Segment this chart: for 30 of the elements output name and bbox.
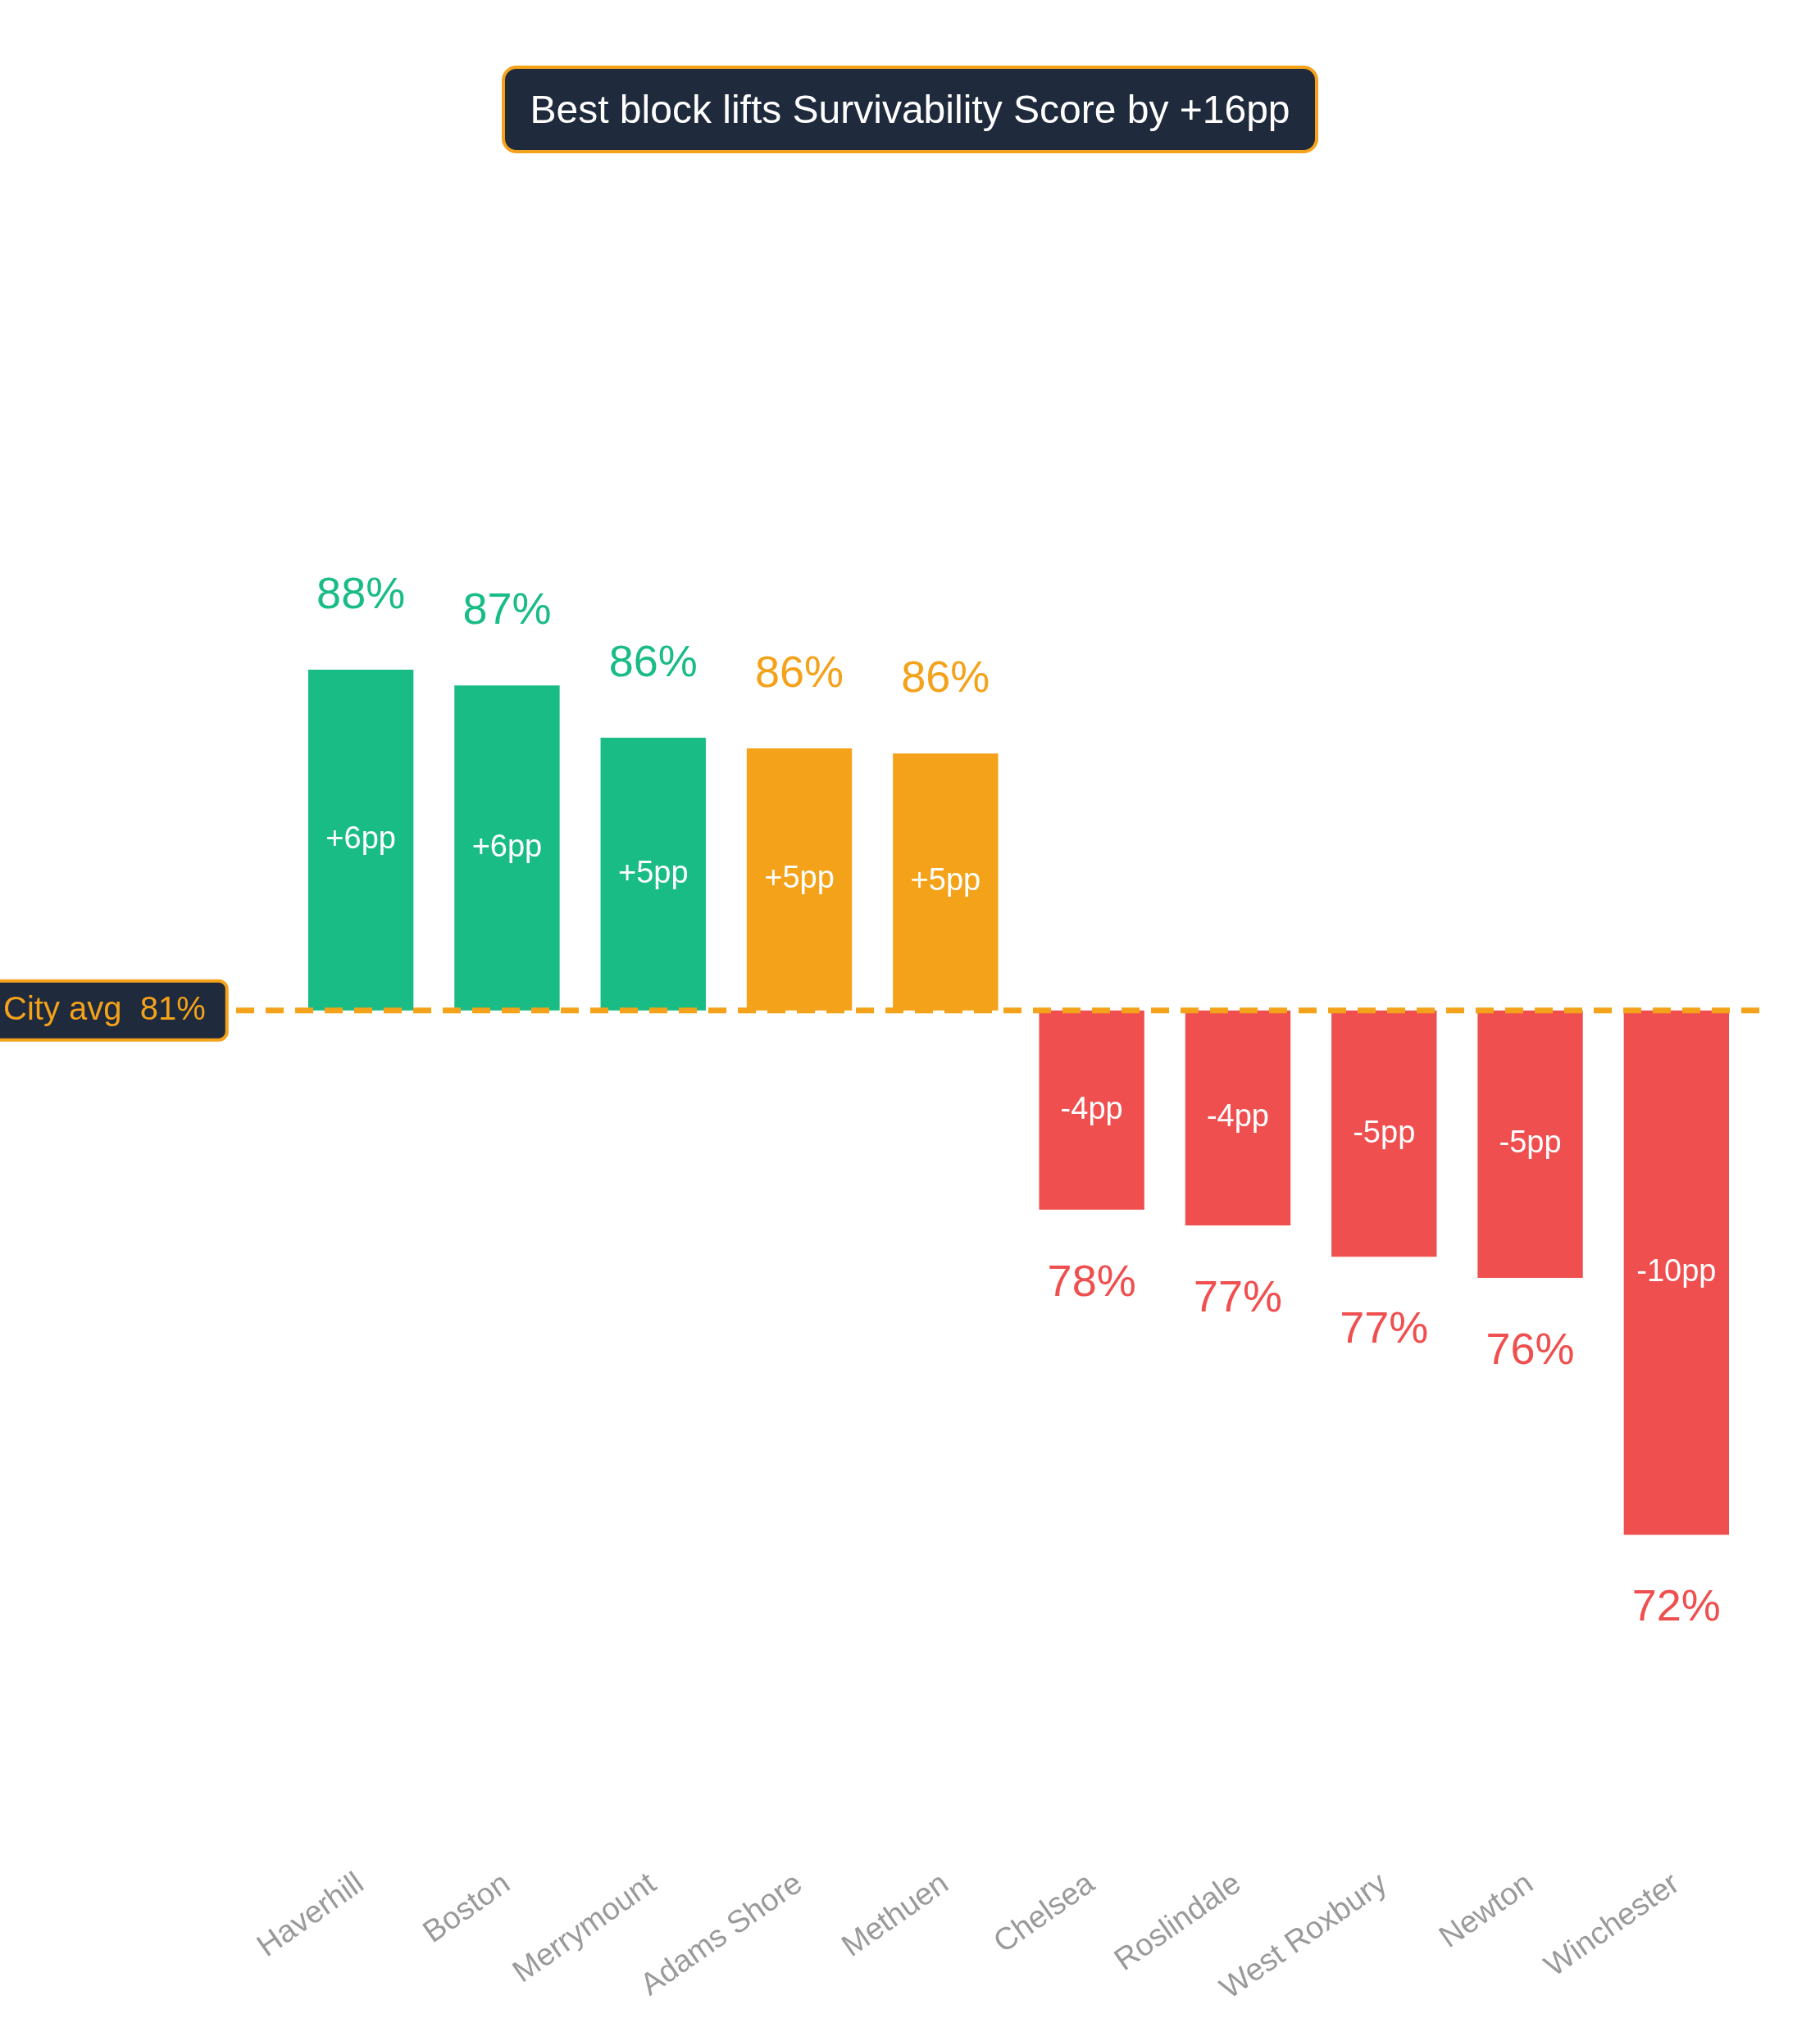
bar bbox=[1185, 1010, 1291, 1225]
annotation: 87% bbox=[462, 584, 552, 634]
bar bbox=[1039, 1010, 1144, 1210]
data-label: +5pp bbox=[910, 862, 981, 898]
data-label: -10pp bbox=[1636, 1253, 1717, 1289]
data-label: -5pp bbox=[1499, 1125, 1562, 1160]
data-label: +5pp bbox=[764, 860, 835, 895]
data-label: +6pp bbox=[471, 828, 543, 863]
bar bbox=[307, 669, 414, 1011]
bar bbox=[1331, 1010, 1437, 1257]
ref-line-label: City avg 81% bbox=[3, 989, 206, 1026]
annotation: 86% bbox=[608, 635, 698, 685]
data-label: -4pp bbox=[1206, 1098, 1269, 1134]
chart-title: Best block lifts Survivability Score by +16pp bbox=[502, 66, 1318, 153]
annotation: 72% bbox=[1631, 1580, 1721, 1630]
annotation: 88% bbox=[316, 567, 406, 617]
data-label: -5pp bbox=[1353, 1114, 1416, 1149]
bar bbox=[1623, 1010, 1730, 1535]
annotation: 78% bbox=[1047, 1255, 1136, 1305]
data-label: +6pp bbox=[325, 820, 396, 856]
annotation: 77% bbox=[1193, 1271, 1282, 1321]
annotation: 86% bbox=[901, 652, 990, 702]
bar bbox=[454, 685, 560, 1011]
annotation: 77% bbox=[1340, 1302, 1429, 1352]
annotation: 86% bbox=[755, 646, 844, 696]
data-label: +5pp bbox=[617, 854, 689, 889]
data-label: -4pp bbox=[1060, 1090, 1123, 1125]
bar bbox=[1477, 1010, 1583, 1278]
annotation: 76% bbox=[1486, 1323, 1575, 1373]
bar bbox=[600, 738, 706, 1011]
